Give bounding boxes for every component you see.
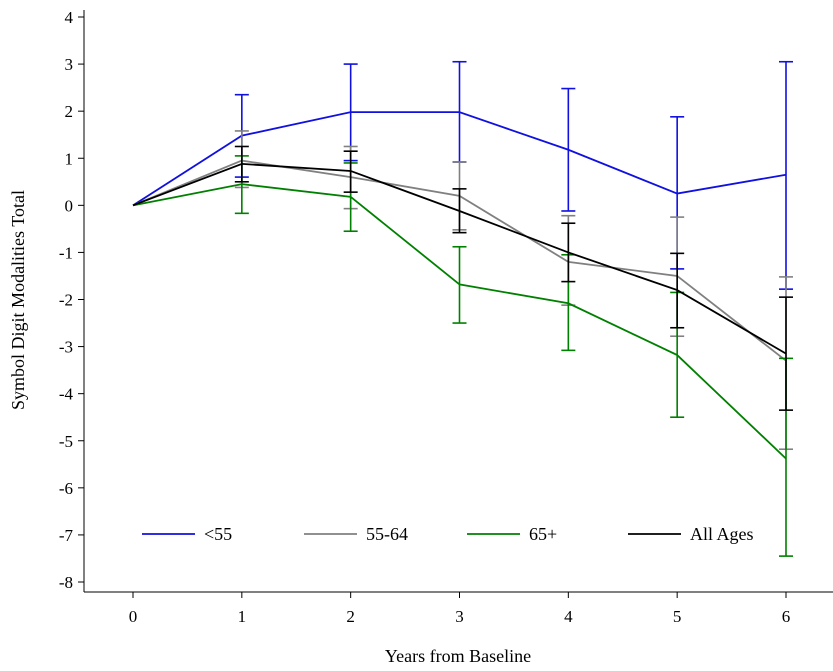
- x-tick-label: 4: [564, 607, 573, 626]
- y-tick-label: 4: [65, 8, 74, 27]
- y-tick-label: -6: [59, 479, 73, 498]
- x-tick-label: 0: [129, 607, 138, 626]
- legend-item: All Ages: [628, 524, 754, 544]
- y-tick-label: -3: [59, 338, 73, 357]
- y-tick-label: -7: [59, 526, 74, 545]
- y-tick-label: 2: [65, 102, 74, 121]
- y-axis-label: Symbol Digit Modalities Total: [8, 190, 28, 410]
- x-tick-label: 3: [455, 607, 464, 626]
- x-axis-label: Years from Baseline: [385, 646, 531, 666]
- y-tick-label: -8: [59, 573, 73, 592]
- series-2: [132, 155, 793, 557]
- x-tick-label: 6: [782, 607, 791, 626]
- legend-label: 55-64: [366, 524, 408, 544]
- series-3: [132, 145, 793, 411]
- legend-item: 65+: [467, 524, 557, 544]
- legend: <55 55-64 65+ All Ages: [142, 524, 754, 544]
- y-tick-label: -5: [59, 432, 73, 451]
- legend-label: All Ages: [690, 524, 754, 544]
- series-1: [132, 130, 793, 451]
- y-tick-label: 0: [65, 196, 74, 215]
- y-axis-ticks: 4 3 2 1 0 -1 -2 -3 -4 -5 -6 -7 -8: [59, 8, 84, 592]
- y-tick-label: -4: [59, 385, 74, 404]
- legend-label: <55: [204, 524, 232, 544]
- x-tick-label: 5: [673, 607, 682, 626]
- y-tick-label: -2: [59, 291, 73, 310]
- series-line: [132, 183, 787, 460]
- y-tick-label: -1: [59, 243, 73, 262]
- plot-frame: [83, 10, 833, 593]
- y-tick-label: 1: [65, 149, 74, 168]
- series-layer: [132, 60, 793, 557]
- x-axis-ticks: 0 1 2 3 4 5 6: [129, 592, 791, 626]
- legend-label: 65+: [529, 524, 557, 544]
- x-tick-label: 2: [346, 607, 355, 626]
- y-tick-label: 3: [65, 55, 74, 74]
- legend-item: <55: [142, 524, 232, 544]
- legend-item: 55-64: [304, 524, 408, 544]
- x-tick-label: 1: [238, 607, 247, 626]
- series-0: [132, 60, 793, 290]
- series-line: [132, 162, 787, 355]
